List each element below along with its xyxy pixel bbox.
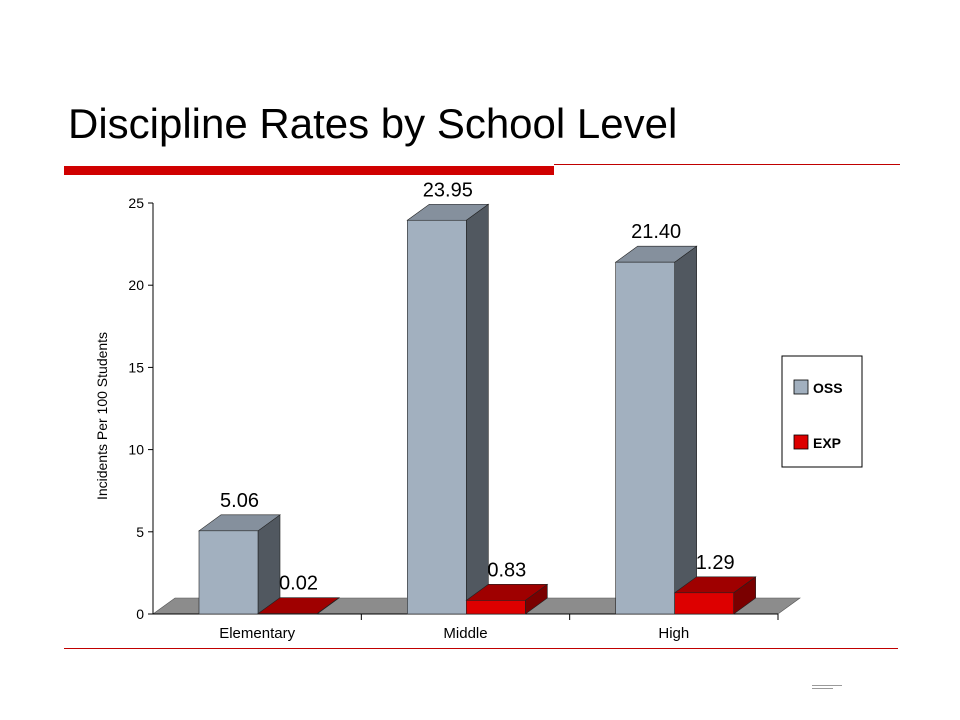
bar-exp-middle: [465, 583, 549, 615]
legend-entry-oss: OSS: [813, 380, 843, 396]
chart-bars: [198, 203, 757, 615]
y-tick-label: 15: [128, 359, 144, 375]
data-label-oss-high: 21.40: [631, 221, 681, 243]
legend-swatch-oss: [793, 379, 809, 395]
bar-front-face: [615, 261, 675, 615]
bar-front-face: [674, 592, 734, 615]
title-underline-accent: [64, 166, 554, 175]
bar-exp-elementary: [257, 597, 340, 615]
bar-front-face: [466, 600, 526, 615]
page-title: Discipline Rates by School Level: [68, 100, 678, 147]
chart-legend: OSS EXP: [781, 355, 863, 468]
data-label-oss-middle: 23.95: [423, 179, 473, 201]
footer-logo-mark: [812, 683, 842, 692]
bar-side-face: [466, 203, 489, 615]
bar-oss-high: [614, 245, 698, 615]
bar-oss-middle: [406, 203, 490, 615]
chart-data-labels: 5.06 0.02 23.95 0.83 21.40 1.29: [220, 179, 735, 594]
bar-exp-high: [673, 576, 757, 615]
data-label-exp-elementary: 0.02: [279, 573, 318, 595]
bar-oss-elementary: [198, 514, 281, 615]
data-label-oss-elementary: 5.06: [220, 490, 259, 512]
legend-entry-exp: EXP: [813, 435, 841, 451]
y-tick-label: 10: [128, 442, 144, 458]
y-tick-label: 5: [136, 524, 144, 540]
data-label-exp-high: 1.29: [696, 552, 735, 574]
legend-swatch-exp: [793, 434, 809, 450]
bar-side-face: [257, 514, 281, 615]
bar-front-face: [198, 530, 259, 615]
title-underline-thin: [554, 164, 900, 165]
bar-front-face: [407, 219, 467, 615]
x-tick-label: Elementary: [219, 625, 295, 642]
x-tick-label: High: [658, 625, 689, 642]
chart-axes: 0 5 10 15 20 25 Elementary Middle High: [128, 195, 779, 642]
y-tick-label: 0: [136, 606, 144, 622]
y-tick-label: 20: [128, 277, 144, 293]
y-axis-label: Incidents Per 100 Students: [94, 332, 110, 500]
x-tick-label: Middle: [443, 625, 487, 642]
bar-side-face: [674, 245, 697, 615]
y-tick-label: 25: [128, 195, 144, 211]
data-label-exp-middle: 0.83: [487, 559, 526, 581]
footer-rule: [64, 648, 898, 649]
